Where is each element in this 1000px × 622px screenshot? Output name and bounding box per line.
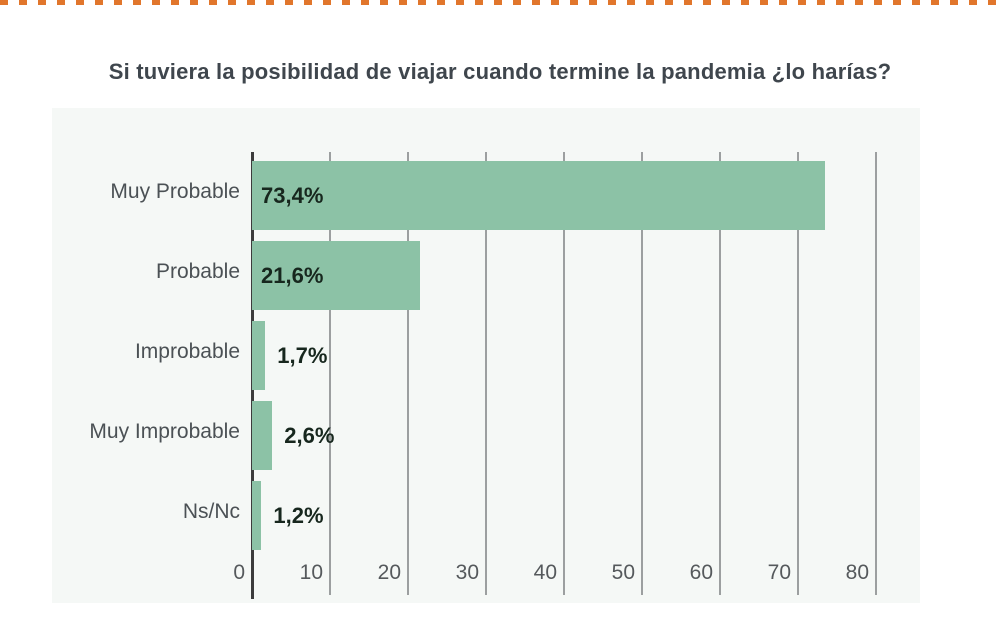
x-tick-label: 50 — [611, 561, 635, 584]
gridline — [407, 152, 409, 595]
value-label: 2,6% — [284, 422, 335, 448]
x-tick-label: 80 — [845, 561, 869, 584]
gridline — [797, 152, 799, 595]
x-tick-label: 10 — [299, 561, 323, 584]
bar-row: Improbable 1,7% — [52, 312, 920, 392]
chart-panel: Muy Probable 73,4% Probable 21,6% Improb… — [52, 108, 920, 603]
gridline — [485, 152, 487, 595]
dashed-top-border — [0, 0, 1000, 5]
x-tick-label: 60 — [689, 561, 713, 584]
bar-row: Muy Probable 73,4% — [52, 152, 920, 232]
bar — [252, 241, 421, 310]
value-label: 73,4% — [261, 182, 324, 208]
category-label: Probable — [155, 260, 240, 283]
category-label: Muy Probable — [110, 180, 240, 203]
bar — [252, 481, 262, 550]
gridline — [329, 152, 331, 595]
chart-title: Si tuviera la posibilidad de viajar cuan… — [108, 58, 892, 84]
value-label: 1,7% — [277, 342, 328, 368]
bar-row: Ns/Nc 1,2% — [52, 472, 920, 552]
bar-row: Muy Improbable 2,6% — [52, 392, 920, 472]
bar-track: 2,6% — [252, 392, 920, 472]
bar — [252, 401, 273, 470]
gridline — [563, 152, 565, 595]
category-label: Ns/Nc — [182, 500, 240, 523]
value-label: 1,2% — [273, 502, 324, 528]
bar — [252, 161, 825, 230]
x-tick-label: 40 — [533, 561, 557, 584]
bar-track: 73,4% — [252, 152, 920, 232]
bar-row: Probable 21,6% — [52, 232, 920, 312]
x-tick-label: 30 — [455, 561, 479, 584]
bar-track: 1,7% — [252, 312, 920, 392]
gridline — [875, 152, 877, 595]
category-label: Muy Improbable — [89, 420, 240, 443]
value-label: 21,6% — [261, 262, 324, 288]
x-tick-label: 0 — [233, 561, 245, 584]
bar-track: 21,6% — [252, 232, 920, 312]
x-tick-label: 70 — [767, 561, 791, 584]
gridline — [719, 152, 721, 595]
x-axis-ticks: 0 10 20 30 40 50 60 70 80 — [233, 558, 920, 588]
bar-track: 1,2% — [252, 472, 920, 552]
bar — [252, 321, 266, 390]
gridline — [641, 152, 643, 595]
x-tick-label: 20 — [377, 561, 401, 584]
category-label: Improbable — [134, 340, 240, 363]
